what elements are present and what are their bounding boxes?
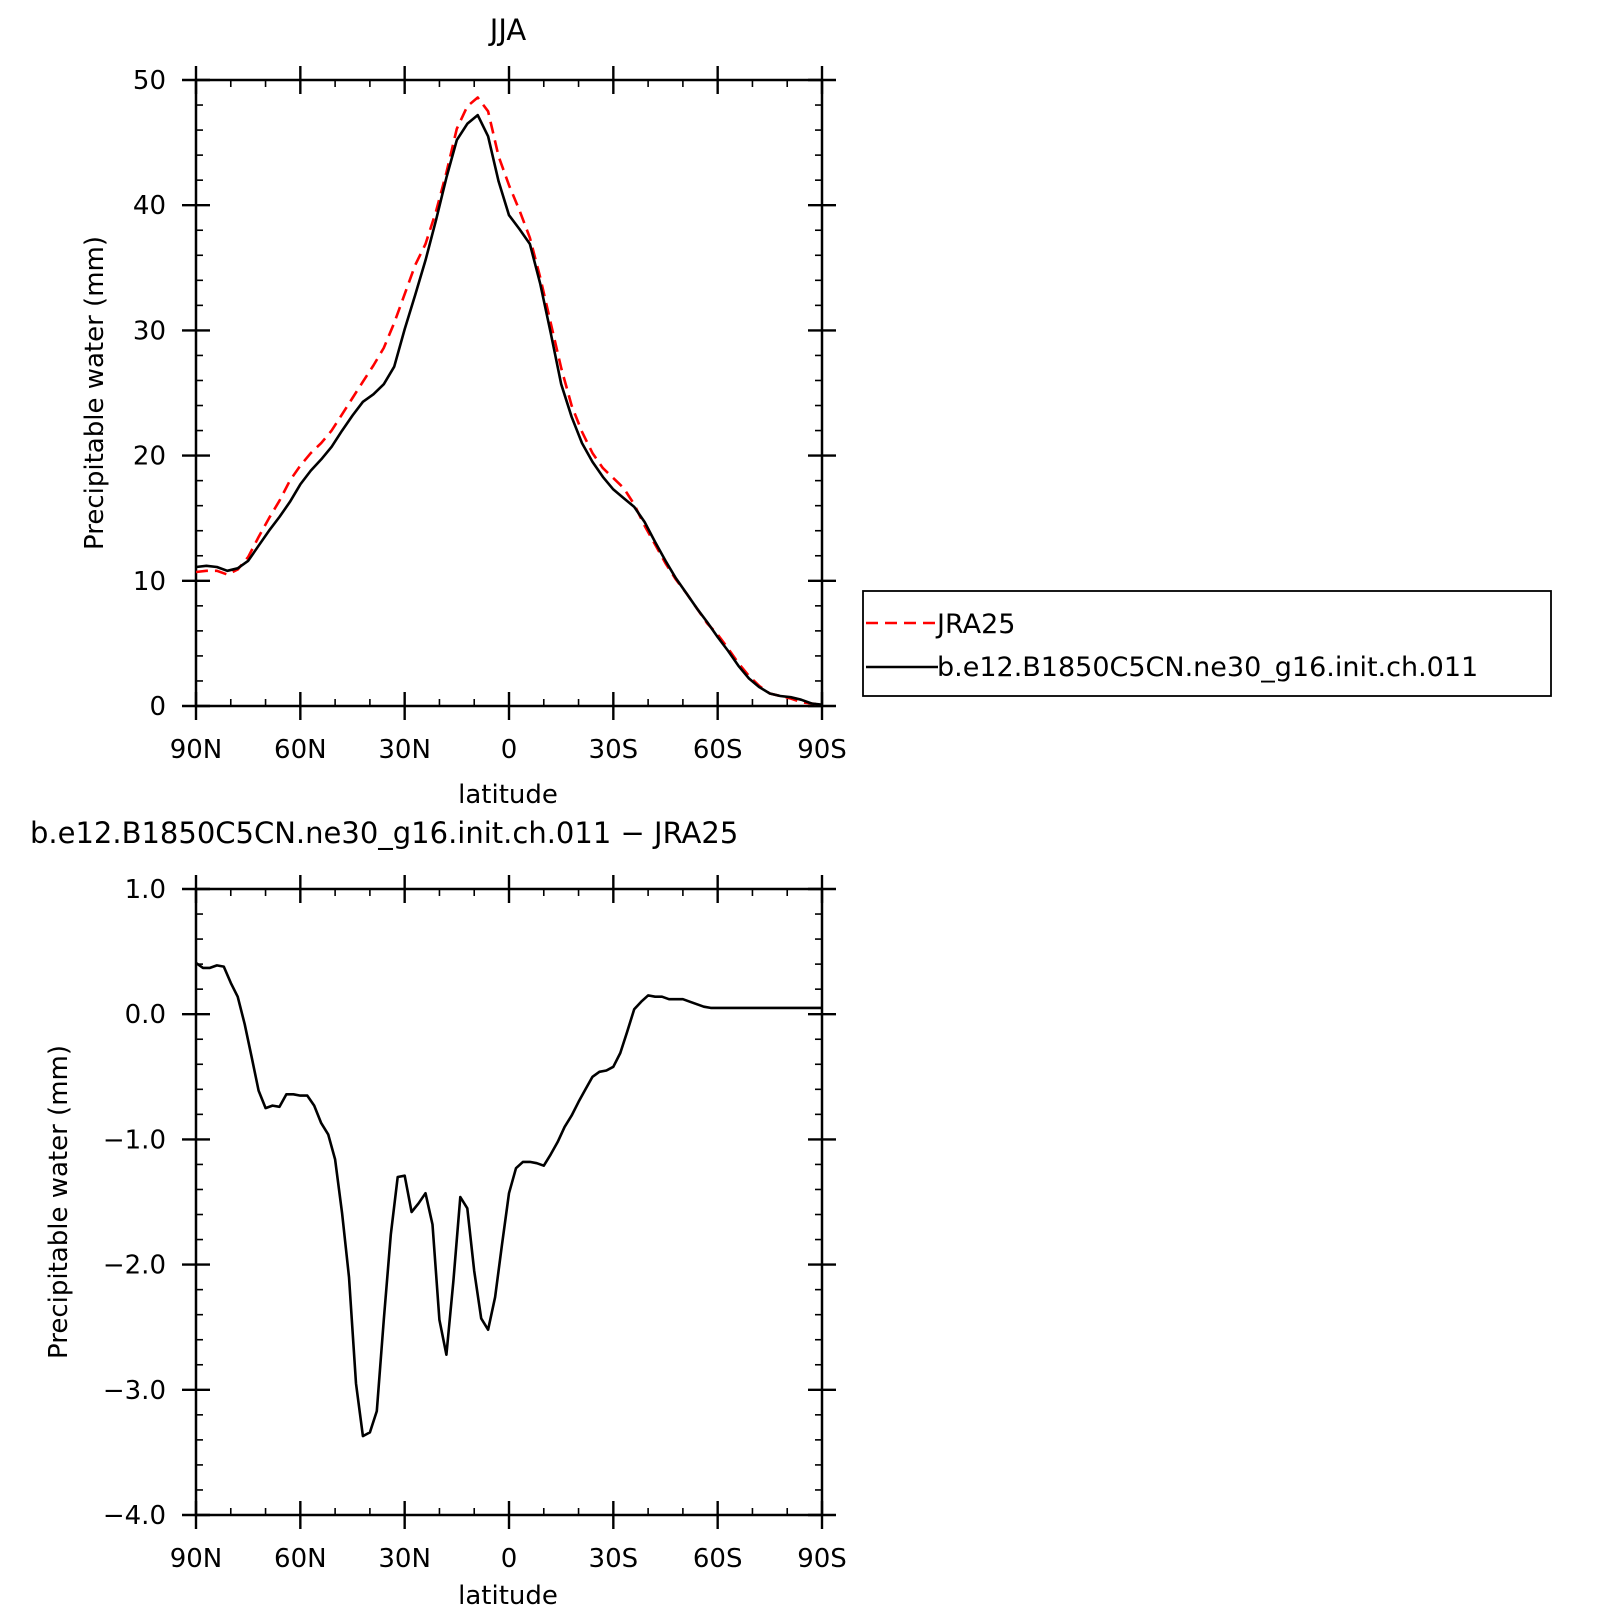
top-y-axis-label: Precipitable water (mm)	[80, 236, 110, 550]
x-tick-label: 90S	[797, 735, 847, 765]
y-tick-label: 0.0	[125, 1000, 166, 1030]
bottom-minor-ticks	[196, 889, 822, 1515]
series-line-model-top	[195, 113, 823, 706]
bottom-chart-title: b.e12.B1850C5CN.ne30_g16.init.ch.011 − J…	[30, 816, 738, 850]
x-tick-label: 30S	[589, 1544, 639, 1574]
series-line-model-bot	[195, 961, 822, 1438]
x-tick-label: 90N	[170, 1544, 223, 1574]
panel-bottom: b.e12.B1850C5CN.ne30_g16.init.ch.011 − J…	[30, 816, 847, 1611]
bottom-y-axis-label: Precipitable water (mm)	[44, 1045, 74, 1359]
x-tick-label: 30N	[378, 1544, 431, 1574]
series-line-jra25-top	[195, 96, 823, 706]
x-tick-label: 90S	[797, 1544, 847, 1574]
top-chart-title: JJA	[488, 13, 527, 47]
legend: JRA25 b.e12.B1850C5CN.ne30_g16.init.ch.0…	[862, 590, 1552, 697]
y-tick-label: −2.0	[103, 1251, 166, 1281]
y-tick-label: 1.0	[125, 875, 166, 905]
top-x-axis-label: latitude	[458, 780, 558, 810]
x-tick-label: 0	[501, 735, 518, 765]
bottom-y-tick-labels: 1.0 0.0 −1.0 −2.0 −3.0 −4.0	[103, 875, 166, 1531]
top-x-tick-labels: 90N 60N 30N 0 30S 60S 90S	[170, 735, 847, 765]
legend-label-model: b.e12.B1850C5CN.ne30_g16.init.ch.011	[937, 652, 1478, 683]
y-tick-label: 40	[133, 191, 166, 221]
bottom-x-tick-labels: 90N 60N 30N 0 30S 60S 90S	[170, 1544, 847, 1574]
bottom-major-ticks	[182, 875, 836, 1529]
y-tick-label: −3.0	[103, 1376, 166, 1406]
y-tick-label: 10	[133, 567, 166, 597]
y-tick-label: 20	[133, 442, 166, 472]
y-tick-label: 0	[149, 692, 166, 722]
top-y-tick-labels: 0 10 20 30 40 50	[133, 66, 166, 722]
top-minor-ticks	[196, 80, 822, 706]
x-tick-label: 60N	[274, 735, 327, 765]
y-tick-label: −4.0	[103, 1501, 166, 1531]
legend-box	[862, 590, 1552, 697]
x-tick-label: 30S	[589, 735, 639, 765]
x-tick-label: 60N	[274, 1544, 327, 1574]
x-tick-label: 60S	[693, 735, 743, 765]
bottom-x-axis-label: latitude	[458, 1581, 558, 1608]
y-tick-label: −1.0	[103, 1125, 166, 1155]
top-major-ticks	[182, 66, 836, 720]
y-tick-label: 50	[133, 66, 166, 96]
legend-label-jra25: JRA25	[935, 609, 1015, 640]
top-plot-frame	[194, 78, 824, 708]
x-tick-label: 60S	[693, 1544, 743, 1574]
top-series-lines	[195, 96, 823, 706]
x-tick-label: 0	[501, 1544, 518, 1574]
x-tick-label: 30N	[378, 735, 431, 765]
x-tick-label: 90N	[170, 735, 223, 765]
bottom-series-lines	[195, 961, 822, 1438]
y-tick-label: 30	[133, 316, 166, 346]
panel-top: JJA 90N 60N 30N 0 30S 60S 90S 0 10 20 30 40 50 lati…	[80, 13, 847, 810]
